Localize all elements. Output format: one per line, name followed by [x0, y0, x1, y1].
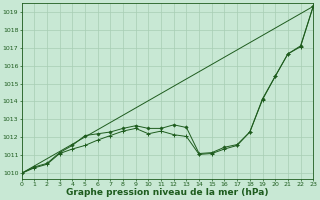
X-axis label: Graphe pression niveau de la mer (hPa): Graphe pression niveau de la mer (hPa) [66, 188, 269, 197]
